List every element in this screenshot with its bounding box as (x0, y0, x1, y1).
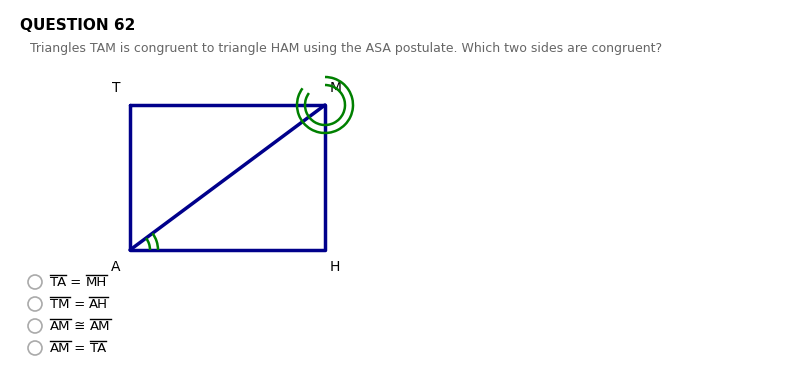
Text: AM: AM (50, 320, 70, 332)
Text: AH: AH (89, 298, 108, 310)
Text: =: = (70, 298, 89, 310)
Text: TA: TA (90, 342, 106, 354)
Text: =: = (66, 276, 86, 288)
Text: A: A (110, 260, 120, 274)
Text: Triangles TAM is congruent to triangle HAM using the ASA postulate. Which two si: Triangles TAM is congruent to triangle H… (30, 42, 662, 55)
Text: ≅: ≅ (70, 320, 90, 332)
Text: T: T (111, 81, 120, 95)
Text: H: H (330, 260, 340, 274)
Text: TM: TM (50, 298, 70, 310)
Text: =: = (70, 342, 90, 354)
Text: TA: TA (50, 276, 66, 288)
Text: QUESTION 62: QUESTION 62 (20, 18, 135, 33)
Text: AM: AM (50, 342, 70, 354)
Text: AM: AM (90, 320, 110, 332)
Text: MH: MH (86, 276, 107, 288)
Text: M: M (330, 81, 342, 95)
